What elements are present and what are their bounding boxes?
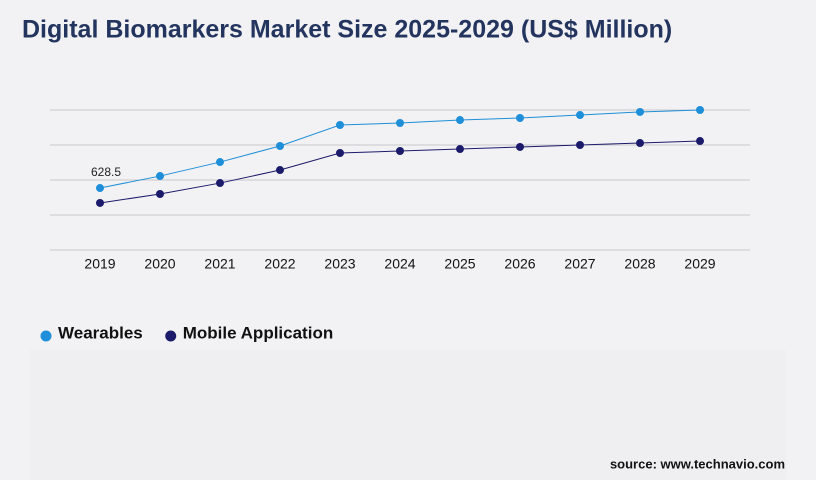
point xyxy=(96,184,104,193)
point xyxy=(216,158,224,167)
legend-label: Mobile Application xyxy=(183,323,333,342)
point xyxy=(276,166,284,175)
x-tick-label: 2028 xyxy=(624,256,655,272)
x-tick-label: 2019 xyxy=(84,256,115,272)
x-tick-label: 2027 xyxy=(564,256,595,272)
point xyxy=(576,141,584,149)
point xyxy=(636,107,644,116)
data-label: 628.5 xyxy=(91,165,121,179)
point xyxy=(456,145,464,154)
chart-title: Digital Biomarkers Market Size 2025-2029… xyxy=(22,16,672,44)
x-tick-label: 2022 xyxy=(264,256,295,272)
point xyxy=(696,106,704,114)
point xyxy=(696,137,704,146)
point xyxy=(156,190,164,198)
point xyxy=(516,142,524,151)
point xyxy=(456,116,464,125)
point xyxy=(216,179,224,188)
x-tick-label: 2020 xyxy=(144,256,175,272)
panel xyxy=(30,350,786,480)
x-tick-label: 2026 xyxy=(504,256,535,272)
point xyxy=(576,111,584,120)
x-tick-label: 2023 xyxy=(324,256,355,272)
x-tick-label: 2021 xyxy=(204,256,235,272)
point xyxy=(396,147,404,156)
point xyxy=(516,113,524,122)
legend-label: Wearables xyxy=(58,323,143,342)
point xyxy=(96,198,104,207)
legend-marker xyxy=(165,330,177,342)
point xyxy=(636,139,644,148)
point xyxy=(396,119,404,128)
legend-marker xyxy=(40,330,52,342)
x-tick-label: 2029 xyxy=(684,256,715,272)
x-tick-label: 2025 xyxy=(444,256,475,272)
point xyxy=(276,141,284,150)
point xyxy=(336,148,344,157)
point xyxy=(156,172,164,181)
point xyxy=(336,120,344,129)
source: source: www.technavio.com xyxy=(610,456,785,471)
x-tick-label: 2024 xyxy=(384,256,415,272)
